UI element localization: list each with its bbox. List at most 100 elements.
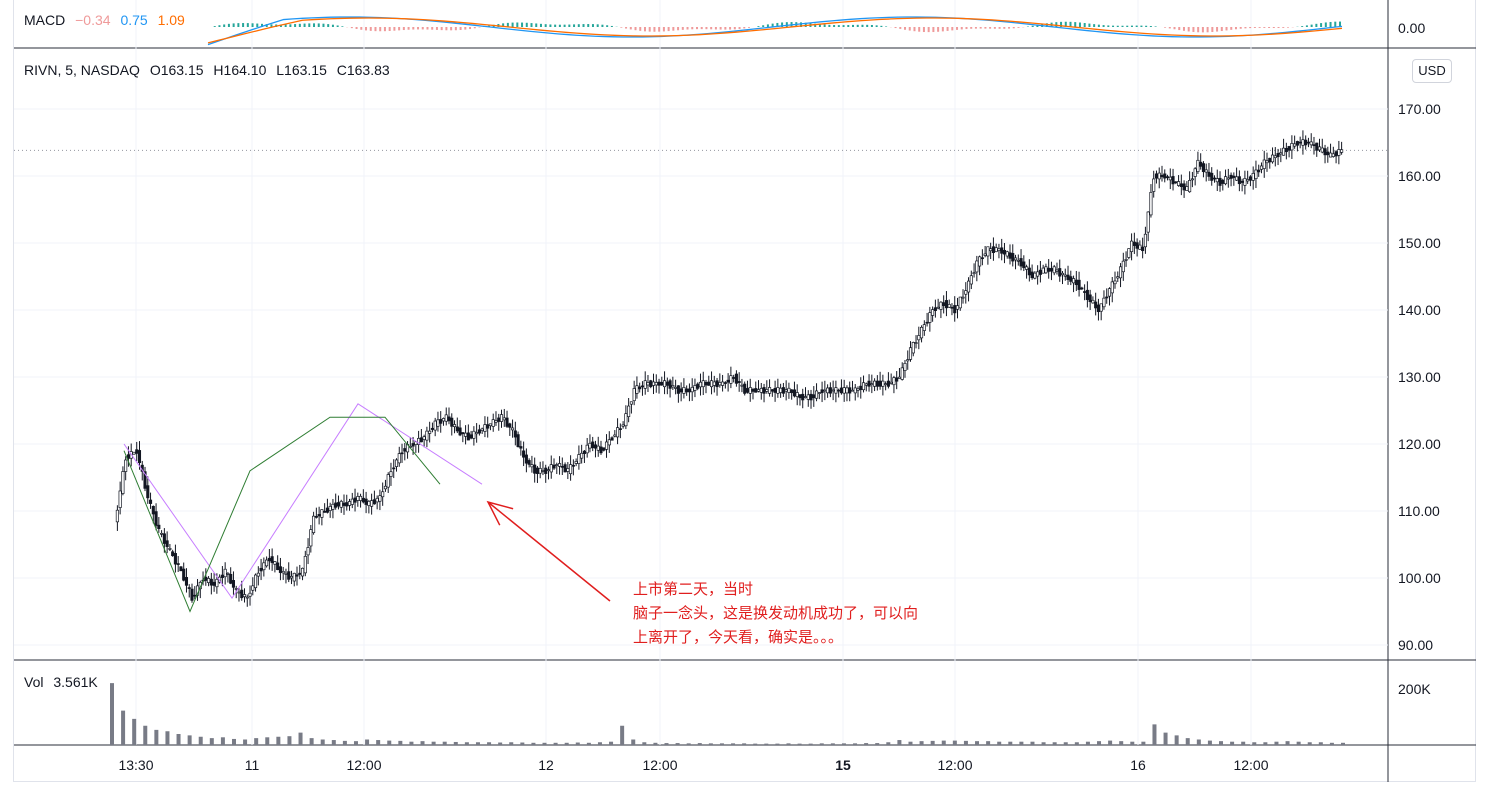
volume-bar [1252,742,1257,745]
candle-body [320,509,324,518]
volume-bar [376,740,381,745]
macd-legend[interactable]: MACD −0.34 0.75 1.09 [24,12,185,28]
volume-bar [176,734,181,745]
volume-bar [1174,735,1179,745]
macd-hist-bar [1045,23,1048,27]
candle-body [878,380,882,387]
candle-body [444,414,448,422]
volume-bar [198,736,203,745]
volume-bar [110,683,114,745]
candle-body [381,491,385,498]
candle-body [353,497,357,503]
candle-body [1309,141,1313,146]
macd-line-value: 0.75 [120,12,148,28]
candle-body [582,450,586,454]
candle-body [162,533,166,544]
macd-hist-bar [1154,26,1157,27]
volume-bar [475,742,480,745]
volume-bar [708,743,713,745]
candle-body [1273,155,1277,159]
candle-body [184,577,189,586]
candle-body [759,388,763,393]
candle-body [892,377,896,386]
candle-body [1304,139,1308,146]
macd-hist-bar [1286,27,1289,28]
volume-bar [1097,741,1102,745]
macd-hist-bar [1078,22,1081,27]
candle-body [126,454,130,459]
macd-hist-bar [960,27,963,30]
candle-body [1215,178,1219,183]
macd-hist-bar [757,26,760,27]
candle-body [593,444,598,449]
candle-body [215,578,219,588]
volume-bar [742,743,747,745]
annotation-arrow [487,501,611,602]
macd-hist-bar [979,27,982,29]
candle-body [262,562,266,571]
macd-hist-bar [1036,24,1039,27]
symbol-legend[interactable]: RIVN, 5, NASDAQ O163.15 H164.10 L163.15 … [24,62,390,78]
candle-body [776,387,780,394]
volume-bar [797,743,802,745]
volume-bar [165,731,170,745]
candle-body [535,467,539,474]
candle-body [1185,186,1189,191]
candle-body [577,454,581,464]
candle-body [768,387,772,394]
candle-body [1127,248,1131,258]
volume-bar [1063,742,1068,745]
macd-hist-bar [1003,27,1006,29]
macd-hist-bar [894,27,897,29]
candle-body [1130,240,1134,252]
volume-bar [276,736,281,745]
volume-legend[interactable]: Vol 3.561K [24,674,98,690]
candle-body [773,387,777,393]
volume-bar [287,736,292,745]
candle-body [1074,279,1078,286]
macd-hist-bar [227,23,230,27]
macd-hist-bar [369,27,372,31]
candle-body [629,401,633,405]
candle-body [1326,151,1330,156]
candle-body [732,377,736,379]
macd-hist-bar [695,27,698,30]
macd-hist-bar [719,27,722,30]
candle-body [936,306,940,309]
candle-body [1160,174,1164,178]
volume-bar [1185,738,1190,745]
candle-body [1041,267,1045,274]
candle-body [375,497,379,503]
candle-body [621,424,625,427]
candle-body [955,305,960,310]
candle-body [1102,297,1106,308]
candle-body [229,573,233,584]
candle-body [1193,168,1197,177]
candle-body [256,572,260,577]
macd-hist-bar [1263,27,1266,28]
macd-hist-bar [544,24,547,27]
candle-body [602,447,606,451]
x-tick-label: 15 [835,757,851,773]
currency-button[interactable]: USD [1412,59,1452,83]
candle-body [1146,211,1150,233]
candle-body [555,464,559,466]
volume-bar [575,742,580,745]
macd-hist-bar [918,27,921,32]
macd-hist-bar [620,27,623,28]
macd-hist-bar [539,23,542,27]
candle-body [1270,154,1275,163]
candle-body [190,588,194,601]
macd-hist-bar [913,27,916,32]
candle-body [1207,171,1211,177]
candle-body [154,511,158,526]
candle-body [148,499,153,504]
candle-body [281,571,285,574]
macd-hist-bar [1107,25,1110,27]
macd-hist-bar [941,27,944,32]
volume-bar [1318,742,1323,745]
candle-body [640,385,644,388]
candle-body [1107,288,1112,297]
candle-body [245,596,249,599]
